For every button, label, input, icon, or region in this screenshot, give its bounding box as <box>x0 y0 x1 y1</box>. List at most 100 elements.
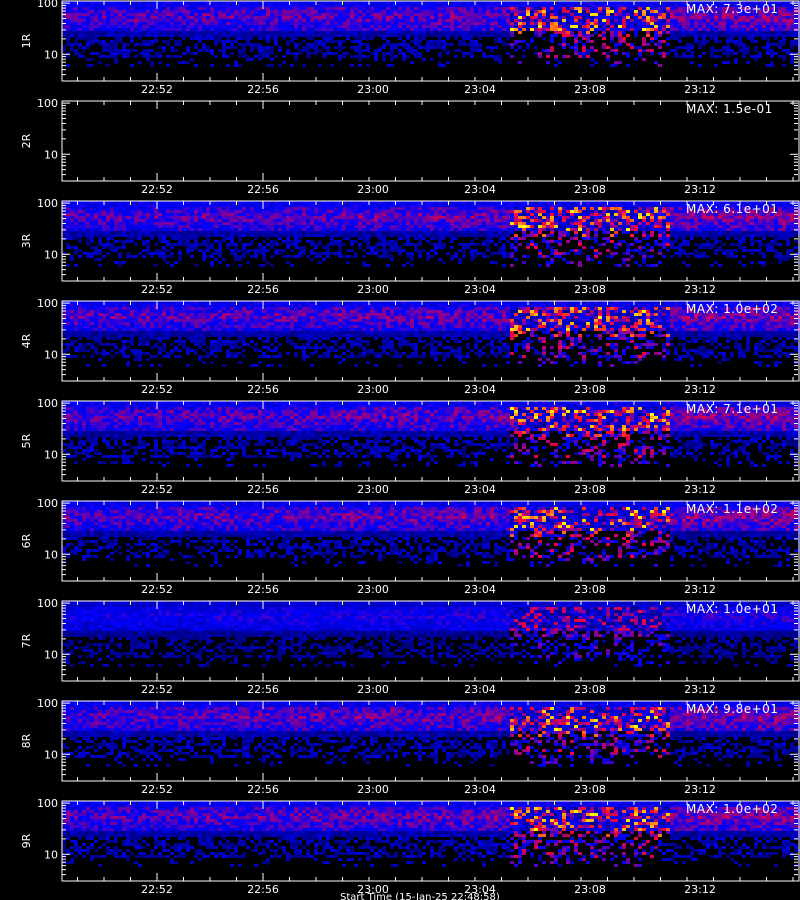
heatmap-cell <box>210 19 214 22</box>
heatmap-cell <box>94 225 98 228</box>
heatmap-cell <box>462 55 466 58</box>
heatmap-cell <box>198 49 202 52</box>
heatmap-cell <box>602 37 606 40</box>
heatmap-cell <box>266 49 270 52</box>
heatmap-cell <box>414 25 418 28</box>
heatmap-cell <box>494 7 498 10</box>
heatmap-cell <box>454 228 458 231</box>
heatmap-cell <box>106 216 110 219</box>
heatmap-cell <box>346 25 350 28</box>
heatmap-cell <box>442 25 446 28</box>
heatmap-cell <box>170 210 174 213</box>
heatmap-cell <box>398 1 402 4</box>
heatmap-cell <box>438 52 442 55</box>
heatmap-cell <box>474 4 478 7</box>
heatmap-cell <box>610 219 614 222</box>
heatmap-cell <box>66 22 70 25</box>
heatmap-cell <box>498 1 502 4</box>
heatmap-cell <box>230 219 234 222</box>
heatmap-cell <box>258 1 262 4</box>
heatmap-cell <box>710 219 714 222</box>
heatmap-cell <box>778 225 782 228</box>
heatmap-cell <box>134 207 138 210</box>
heatmap-cell <box>578 40 582 43</box>
heatmap-cell <box>206 228 210 231</box>
heatmap-cell <box>506 25 510 28</box>
heatmap-cell <box>714 28 718 31</box>
heatmap-cell <box>454 10 458 13</box>
heatmap-cell <box>462 16 466 19</box>
heatmap-cell <box>670 225 674 228</box>
heatmap-cell <box>502 207 506 210</box>
heatmap-cell <box>346 213 350 216</box>
heatmap-cell <box>110 55 114 58</box>
heatmap-cell <box>514 16 518 19</box>
heatmap-cell <box>738 225 742 228</box>
heatmap-cell <box>246 34 250 37</box>
heatmap-cell <box>250 25 254 28</box>
heatmap-cell <box>714 16 718 19</box>
heatmap-cell <box>486 4 490 7</box>
heatmap-cell <box>414 55 418 58</box>
heatmap-cell <box>462 22 466 25</box>
heatmap-cell <box>418 22 422 25</box>
heatmap-cell <box>238 13 242 16</box>
heatmap-cell <box>342 210 346 213</box>
heatmap-cell <box>742 19 746 22</box>
heatmap-cell <box>250 201 254 204</box>
heatmap-cell <box>774 213 778 216</box>
heatmap-cell <box>494 31 498 34</box>
heatmap-cell <box>238 216 242 219</box>
heatmap-cell <box>242 49 246 52</box>
heatmap-cell <box>174 228 178 231</box>
heatmap-cell <box>102 25 106 28</box>
heatmap-cell <box>402 13 406 16</box>
heatmap-cell <box>506 1 510 4</box>
heatmap-cell <box>70 16 74 19</box>
heatmap-cell <box>690 31 694 34</box>
heatmap-cell <box>318 43 322 46</box>
heatmap-cell <box>254 225 258 228</box>
heatmap-cell <box>290 216 294 219</box>
heatmap-cell <box>462 19 466 22</box>
heatmap-cell <box>342 13 346 16</box>
heatmap-cell <box>154 16 158 19</box>
heatmap-cell <box>770 43 774 46</box>
heatmap-cell <box>334 4 338 7</box>
heatmap-cell <box>698 13 702 16</box>
heatmap-cell <box>310 210 314 213</box>
heatmap-cell <box>518 210 522 213</box>
heatmap-cell <box>102 16 106 19</box>
heatmap-cell <box>546 216 550 219</box>
heatmap-cell <box>150 213 154 216</box>
heatmap-cell <box>610 213 614 216</box>
heatmap-cell <box>174 25 178 28</box>
heatmap-cell <box>402 19 406 22</box>
heatmap-cell <box>762 222 766 225</box>
heatmap-cell <box>446 207 450 210</box>
heatmap-cell <box>454 201 458 204</box>
heatmap-cell <box>190 222 194 225</box>
heatmap-cell <box>338 16 342 19</box>
heatmap-cell <box>610 210 614 213</box>
heatmap-cell <box>578 7 582 10</box>
heatmap-cell <box>514 13 518 16</box>
heatmap-cell <box>434 25 438 28</box>
heatmap-cell <box>102 210 106 213</box>
heatmap-cell <box>294 22 298 25</box>
heatmap-cell <box>638 28 642 31</box>
heatmap-cell <box>682 55 686 58</box>
heatmap-cell <box>582 46 586 49</box>
heatmap-cell <box>410 28 414 31</box>
heatmap-cell <box>654 34 658 37</box>
heatmap-cell <box>626 13 630 16</box>
heatmap-cell <box>638 4 642 7</box>
heatmap-cell <box>126 25 130 28</box>
heatmap-cell <box>746 52 750 55</box>
heatmap-cell <box>398 34 402 37</box>
heatmap-cell <box>566 16 570 19</box>
heatmap-cell <box>126 16 130 19</box>
heatmap-cell <box>662 216 666 219</box>
heatmap-cell <box>302 64 306 67</box>
heatmap-cell <box>90 1 94 4</box>
